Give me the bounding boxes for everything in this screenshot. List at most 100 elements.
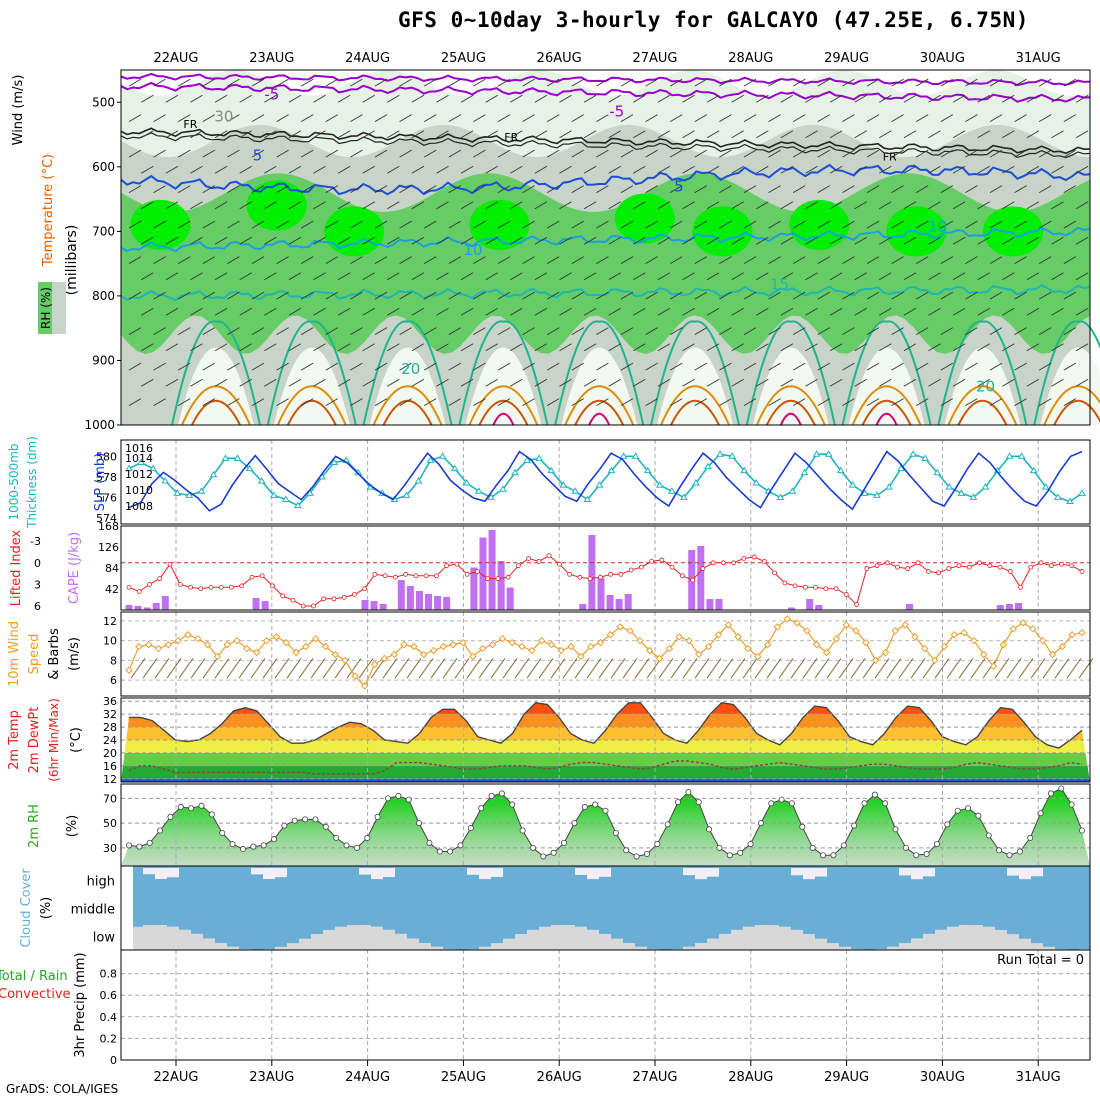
rh-point [1047, 790, 1054, 797]
thickness-line-point [474, 487, 483, 494]
upper-wind-barb [399, 185, 412, 194]
upper-wind-barb [300, 149, 314, 158]
cloud-high-gap [467, 868, 479, 875]
upper-wind-barb [436, 94, 449, 103]
upper-wind-barb [485, 307, 498, 316]
upper-wind-barb [387, 307, 400, 316]
contour-20 [841, 320, 932, 426]
thickness-line-point [173, 489, 182, 496]
cloud-high-gap [371, 868, 383, 880]
thickness-line-point [692, 479, 700, 486]
upper-wind-barb [190, 307, 203, 316]
upper-wind-barb [1038, 327, 1052, 336]
upper-wind-barb [645, 362, 658, 371]
upper-wind-barb [350, 256, 363, 265]
upper-wind-barb [276, 114, 289, 123]
cloud-low-gap [803, 934, 815, 950]
upper-wind-barb [743, 220, 757, 229]
upper-wind-barb [694, 327, 708, 336]
upper-wind-barb [768, 362, 781, 371]
wind10m-barb [886, 658, 902, 679]
contour-30 [286, 399, 337, 426]
temp-band [121, 702, 1090, 715]
upper-wind-barb [694, 362, 708, 371]
rh-point [467, 825, 474, 832]
li-point [403, 571, 409, 577]
li-point [956, 563, 962, 569]
temp-tick-label: 28 [103, 721, 117, 734]
wind-tick-label: 8 [110, 654, 117, 667]
rh-point [726, 852, 733, 859]
upper-wind-barb [1063, 185, 1077, 194]
upper-wind-barb [940, 291, 954, 300]
upper-wind-barb [756, 130, 769, 139]
upper-wind-barb [436, 130, 449, 139]
upper-wind-barb [313, 343, 326, 352]
upper-wind-barb [436, 201, 449, 210]
upper-wind-barb [214, 272, 228, 281]
upper-wind-barb [829, 236, 843, 245]
li-point [1018, 584, 1023, 590]
upper-wind-barb [940, 149, 954, 158]
cape-bar [443, 597, 451, 610]
contour-5 [120, 163, 1091, 196]
upper-wind-barb [374, 220, 388, 229]
upper-wind-barb [546, 220, 560, 229]
temp-tick-label: 24 [103, 734, 117, 747]
li-point [311, 603, 316, 609]
upper-wind-barb [387, 165, 400, 174]
upper-wind-barb [891, 256, 904, 265]
upper-wind-barb [460, 94, 474, 103]
upper-wind-barb [940, 185, 954, 194]
rh-point [1006, 852, 1013, 859]
upper-wind-barb [460, 343, 474, 352]
temp-band [121, 740, 1090, 753]
upper-wind-barb [731, 201, 744, 210]
upper-wind-barb [313, 201, 326, 210]
upper-wind-barb [706, 130, 720, 139]
upper-wind-barb [854, 94, 867, 103]
upper-wind-barb [1051, 94, 1064, 103]
upper-wind-barb [350, 185, 363, 194]
cloud-low-gap [611, 938, 623, 950]
upper-wind-barb [534, 165, 548, 174]
upper-wind-barb [448, 78, 462, 87]
cloud-high-gap [683, 868, 695, 876]
wind10m-barb [406, 658, 422, 679]
panel-frame-2m-temp [120, 697, 1091, 783]
contour-freezing [120, 127, 1091, 154]
upper-wind-barb [497, 185, 511, 194]
rh-point [198, 802, 205, 809]
upper-wind-barb [805, 130, 818, 139]
upper-wind-barb [1063, 78, 1077, 87]
wind10m-point [282, 638, 290, 647]
cloud-low-gap [587, 929, 599, 950]
upper-wind-barb [214, 236, 228, 245]
upper-wind-barb [337, 307, 351, 316]
cloud-low-gap [215, 942, 227, 950]
upper-wind-barb [227, 149, 240, 158]
upper-wind-barb [792, 256, 806, 265]
upper-wind-barb [153, 362, 166, 371]
wind10m-barb [142, 658, 158, 679]
upper-wind-barb [706, 201, 720, 210]
rh-patch-bright [246, 180, 307, 231]
contour-30 [957, 399, 1008, 426]
upper-wind-barb [387, 201, 400, 210]
upper-wind-barb [866, 327, 880, 336]
upper-wind-barb [239, 272, 252, 281]
li-point [946, 566, 952, 571]
upper-wind-barb [866, 398, 880, 407]
upper-wind-barb [977, 165, 990, 174]
upper-wind-barb [337, 165, 351, 174]
upper-wind-barb [608, 236, 621, 245]
upper-wind-barb [903, 165, 917, 174]
contour-25 [181, 385, 251, 426]
upper-wind-barb [965, 362, 978, 371]
upper-wind-barb [460, 236, 474, 245]
upper-wind-barb [842, 220, 855, 229]
cape-bar [434, 596, 442, 610]
li-point [720, 560, 726, 566]
thickness-line-point [631, 452, 640, 459]
upper-wind-barb [633, 378, 646, 387]
